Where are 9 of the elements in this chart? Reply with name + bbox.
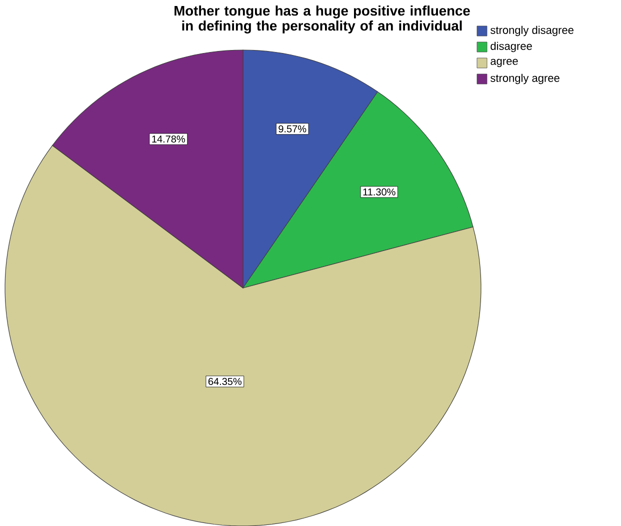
chart-title: Mother tongue has a huge positive influence in defining the personality of an individual [174, 5, 470, 34]
legend-label: strongly agree [490, 74, 560, 84]
legend-label: disagree [490, 42, 532, 52]
legend-label: agree [490, 58, 518, 67]
data-label: 64.35% [208, 378, 242, 385]
data-label: 9.57% [278, 125, 306, 132]
legend-label: strongly disagree [490, 26, 574, 36]
data-label: 11.30% [363, 188, 396, 196]
data-label: 14.78% [152, 135, 186, 142]
